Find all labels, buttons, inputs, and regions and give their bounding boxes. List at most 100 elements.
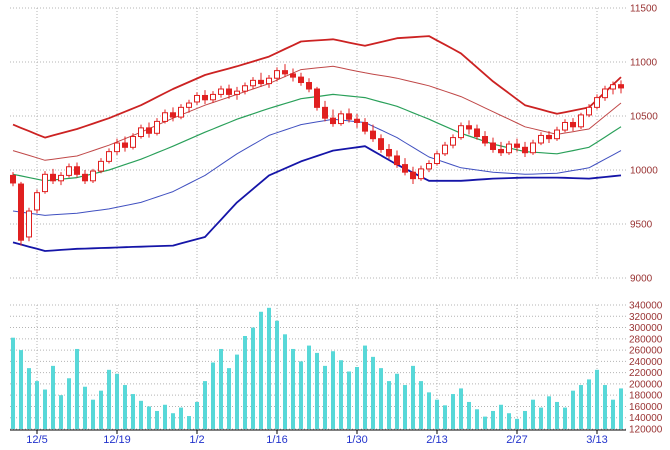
volume-bar	[323, 365, 327, 429]
candle-down	[322, 106, 328, 119]
candle-down	[362, 121, 368, 132]
date-tick-label: 1/30	[346, 434, 367, 446]
candle-down	[386, 148, 392, 157]
candle-down	[482, 136, 488, 144]
volume-bar	[603, 385, 607, 429]
candle-up	[554, 129, 560, 140]
volume-bar	[371, 356, 375, 429]
candle-down	[298, 76, 304, 84]
volume-bar	[43, 389, 47, 429]
date-tick-label: 2/27	[506, 434, 527, 446]
band-line-upper2	[12, 35, 622, 139]
volume-bar	[243, 336, 247, 429]
volume-bar	[11, 337, 15, 429]
candle-up	[90, 170, 96, 182]
volume-bars-layer	[11, 307, 623, 429]
volume-bar	[147, 406, 151, 429]
candle-down	[370, 130, 376, 140]
volume-bar	[195, 401, 199, 429]
candle-down	[202, 94, 208, 101]
volume-bar	[363, 345, 367, 429]
volume-bar	[251, 327, 255, 429]
volume-bar	[267, 307, 271, 429]
candle-down	[226, 88, 232, 95]
candle-up	[210, 93, 216, 101]
candle-up	[242, 85, 248, 92]
volume-bar	[459, 388, 463, 429]
date-tick-label: 1/2	[189, 434, 204, 446]
price-tick-label: 10000	[630, 166, 658, 177]
candle-down	[290, 73, 296, 78]
volume-bar	[35, 381, 39, 429]
volume-bar	[187, 416, 191, 429]
volume-tick-label: 140000	[629, 413, 663, 424]
candle-up	[250, 79, 256, 87]
volume-bar	[339, 360, 343, 429]
volume-tick-label: 280000	[629, 334, 663, 345]
price-tick-label: 9000	[630, 274, 653, 285]
candle-up	[338, 113, 344, 125]
price-tick-label: 11500	[630, 4, 658, 15]
volume-bar	[235, 354, 239, 429]
band-line-lower2	[12, 145, 622, 252]
candle-up	[562, 121, 568, 131]
candle-up	[130, 136, 136, 148]
volume-tick-label: 260000	[629, 346, 663, 357]
volume-bar	[99, 390, 103, 429]
candle-up	[594, 97, 600, 108]
band-line-lower1	[12, 118, 622, 216]
volume-tick-label: 120000	[629, 425, 663, 436]
volume-bar	[411, 365, 415, 429]
volume-bar	[203, 381, 207, 429]
candle-down	[570, 121, 576, 128]
volume-bar	[579, 385, 583, 429]
candle-down	[474, 128, 480, 138]
volume-bar	[283, 334, 287, 429]
volume-bar	[419, 381, 423, 429]
candle-up	[610, 84, 616, 90]
candle-down	[354, 118, 360, 123]
candle-down	[410, 171, 416, 180]
candle-up	[218, 88, 224, 95]
volume-bar	[611, 399, 615, 429]
price-tick-label: 11000	[630, 58, 658, 69]
candle-down	[314, 88, 320, 108]
candle-down	[82, 173, 88, 182]
volume-tick-label: 320000	[629, 312, 663, 323]
candle-up	[442, 144, 448, 155]
candle-down	[74, 166, 80, 175]
volume-bar	[443, 405, 447, 429]
volume-bar	[563, 407, 567, 429]
candle-up	[234, 90, 240, 95]
bollinger-bands-layer	[12, 35, 622, 252]
volume-bar	[211, 362, 215, 429]
volume-tick-label: 300000	[629, 323, 663, 334]
candle-up	[162, 112, 168, 122]
date-tick-label: 3/13	[586, 434, 607, 446]
volume-bar	[619, 388, 623, 429]
volume-bar	[315, 352, 319, 429]
volume-bar	[163, 404, 167, 429]
candle-up	[186, 102, 192, 108]
volume-bar	[179, 407, 183, 429]
candle-down	[490, 142, 496, 150]
volume-bar	[139, 400, 143, 429]
volume-bar	[123, 385, 127, 429]
volume-bar	[259, 311, 263, 429]
candle-down	[378, 138, 384, 150]
volume-bar	[131, 394, 135, 429]
date-tick-label: 12/19	[103, 434, 131, 446]
price-tick-label: 9500	[630, 220, 653, 231]
candle-down	[522, 146, 528, 154]
volume-bar	[355, 367, 359, 429]
candle-up	[538, 134, 544, 144]
volume-bar	[595, 369, 599, 429]
axes-layer	[10, 429, 626, 434]
volume-bar	[275, 320, 279, 429]
volume-bar	[75, 348, 79, 429]
volume-tick-label: 340000	[629, 301, 663, 312]
candle-up	[138, 127, 144, 138]
volume-bar	[59, 395, 63, 429]
date-tick-label: 12/5	[26, 434, 47, 446]
candle-down	[10, 174, 16, 184]
